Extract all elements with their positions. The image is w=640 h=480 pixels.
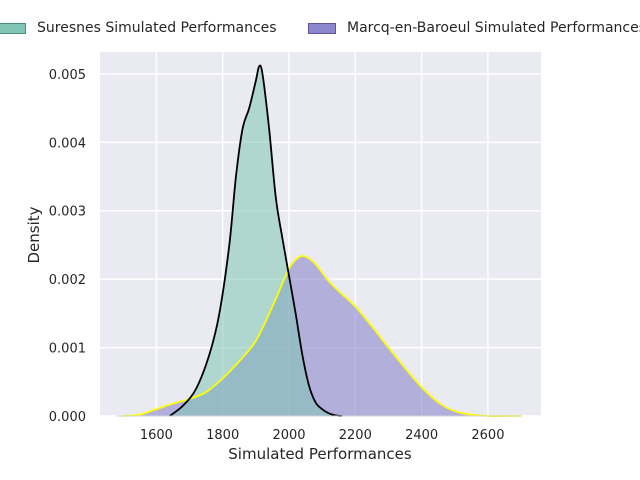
y-tick-label: 0.003 xyxy=(49,205,86,220)
density-area-suresnes xyxy=(169,65,343,417)
density-line-suresnes xyxy=(169,64,343,417)
x-tick-label: 2000 xyxy=(272,428,305,443)
density-lines xyxy=(116,64,522,418)
axis-ticks: 1600 1800 2000 2200 2400 2600 0.000 0.001 0.002 0… xyxy=(49,68,505,443)
y-axis-label: Density xyxy=(25,206,43,263)
x-tick-label: 2600 xyxy=(471,428,504,443)
grid-lines xyxy=(100,52,541,417)
legend-label-marcq: Marcq-en-Baroeul Simulated Performances xyxy=(347,20,640,36)
density-area-marcq xyxy=(123,255,522,417)
x-tick-label: 2200 xyxy=(339,428,372,443)
density-areas xyxy=(123,65,522,417)
legend-swatch-suresnes xyxy=(0,22,26,34)
x-axis-label: Simulated Performances xyxy=(228,445,412,463)
legend-label-suresnes: Suresnes Simulated Performances xyxy=(37,20,277,36)
y-tick-label: 0.002 xyxy=(49,273,86,288)
y-tick-label: 0.005 xyxy=(49,68,86,83)
density-line-marcq xyxy=(123,254,522,418)
y-tick-label: 0.004 xyxy=(49,136,86,151)
y-tick-label: 0.001 xyxy=(49,342,86,357)
legend-item-suresnes: Suresnes Simulated Performances xyxy=(0,20,277,36)
x-tick-label: 1600 xyxy=(140,428,173,443)
x-tick-label: 2400 xyxy=(405,428,438,443)
legend: Suresnes Simulated Performances Marcq-en… xyxy=(0,20,640,42)
legend-swatch-marcq xyxy=(308,22,336,34)
legend-item-marcq: Marcq-en-Baroeul Simulated Performances xyxy=(308,20,640,36)
x-tick-label: 1800 xyxy=(206,428,239,443)
y-tick-label: 0.000 xyxy=(49,410,86,425)
